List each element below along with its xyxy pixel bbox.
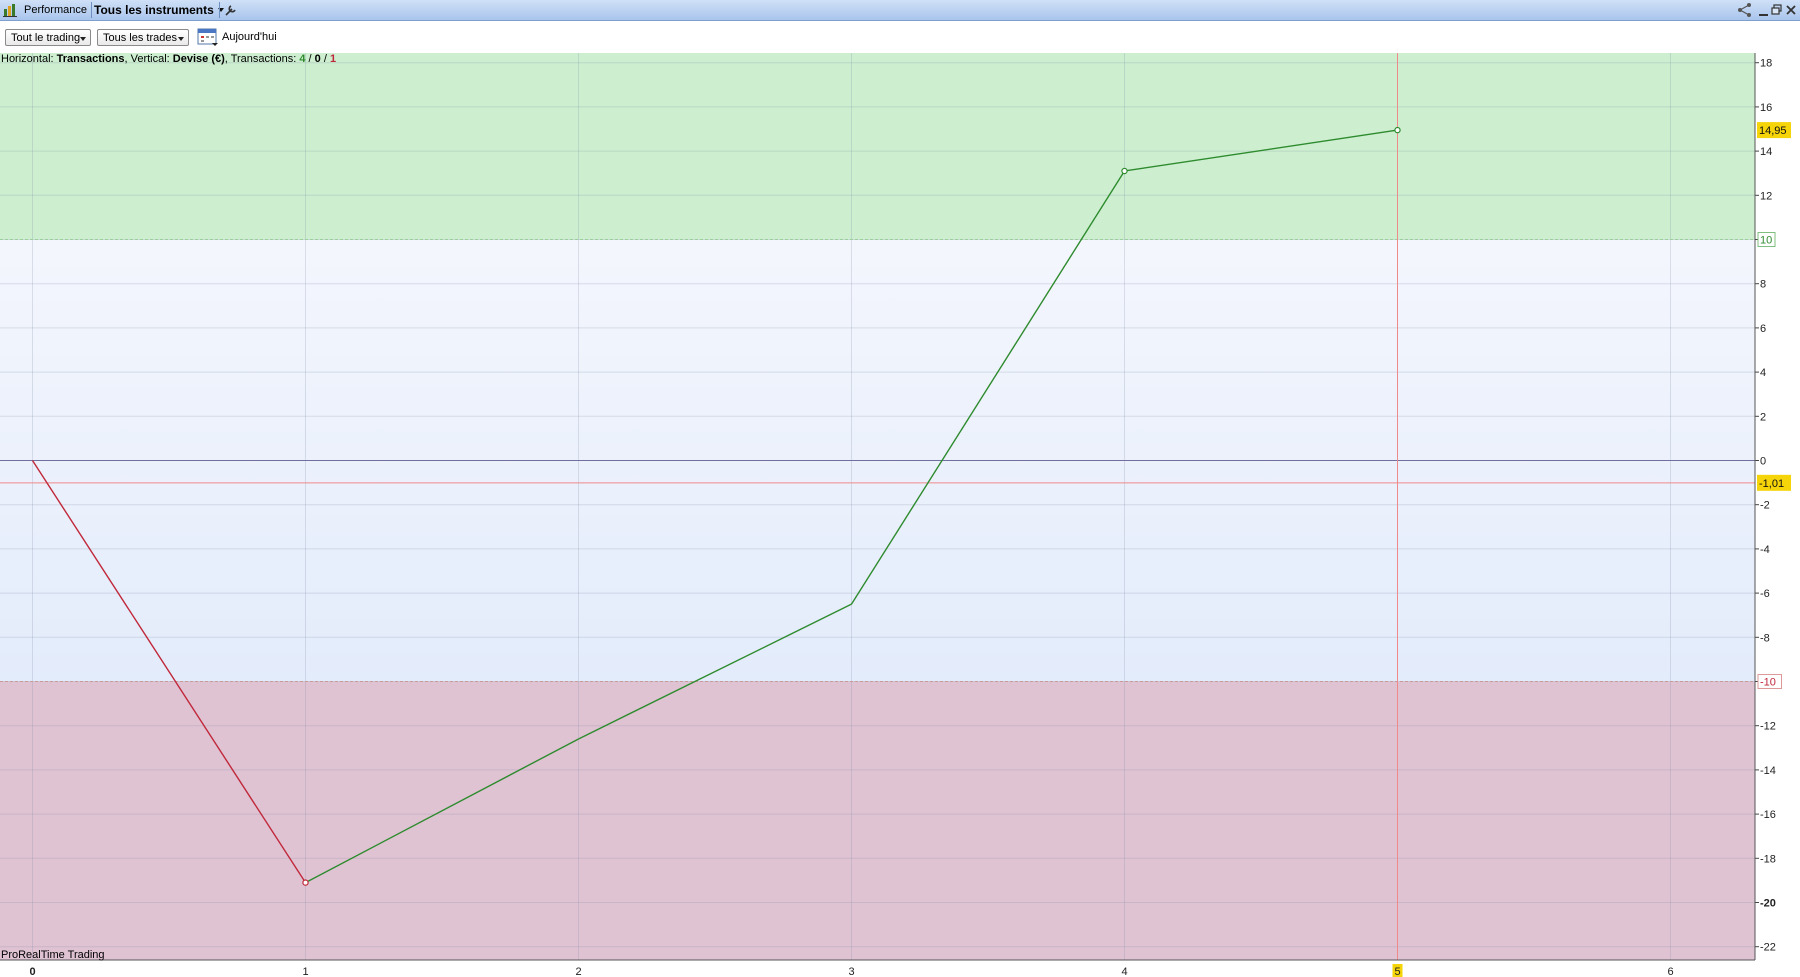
wrench-icon[interactable] [224,3,238,17]
x-tick-label: 1 [302,966,308,977]
y-tick-label: -22 [1760,942,1776,954]
horizontal-axis-prefix: Horizontal: [1,53,57,65]
trades-filter-dropdown[interactable]: Tous les trades [97,29,189,46]
y-tick-label: 4 [1760,367,1766,379]
losing-transactions-count: 1 [329,53,337,65]
x-tick-label: 3 [848,966,854,977]
y-tick-label: 2 [1760,411,1766,423]
performance-icon [3,4,17,17]
y-tick-label: -2 [1760,500,1770,512]
watermark: ProRealTime Trading [1,949,105,961]
series-segment [850,170,1126,605]
title-divider-2 [219,2,220,18]
chevron-down-icon [80,37,86,41]
x-tick-label: 0 [29,966,35,977]
horizontal-axis-value: Transactions [56,53,125,65]
calendar-icon[interactable] [197,27,219,47]
series-segment [1124,129,1398,172]
y-tick-label: -10 [1760,677,1776,689]
y-tick-label: 6 [1760,323,1766,335]
data-point [302,879,309,886]
x-tick-label: 6 [1667,966,1673,977]
vertical-axis-prefix: , Vertical: [124,53,173,65]
y-tick-label: 18 [1760,58,1772,70]
minimize-icon[interactable] [1758,3,1770,17]
last-value-tag-box [1757,122,1791,139]
series-segment [578,603,852,740]
gain-zone [0,53,1755,240]
y-tick-label: 14 [1760,146,1772,158]
y-tick-label: -12 [1760,721,1776,733]
trades-filter-label: Tous les trades [103,32,177,44]
y-tick-label: -18 [1760,853,1776,865]
x-tick-label: 4 [1121,966,1127,977]
y-tick-label: -20 [1760,898,1776,910]
instrument-selector-label: Tous les instruments [94,3,214,17]
close-icon[interactable] [1785,3,1797,17]
threshold-label-box [1757,674,1782,689]
trading-filter-dropdown[interactable]: Tout le trading [5,29,91,46]
x-tick-label: 2 [575,966,581,977]
y-tick-label: 0 [1760,456,1766,468]
date-label[interactable]: Aujourd'hui [222,31,277,43]
y-tick-label: -4 [1760,544,1770,556]
instrument-selector[interactable]: Tous les instruments [94,1,226,19]
chevron-down-icon [217,8,224,12]
equity-curve [31,126,1401,886]
transactions-separator: / [305,53,315,65]
y-tick-label: -8 [1760,632,1770,644]
vertical-axis-value: Devise (€) [172,53,225,65]
cursor-x-tag [1392,964,1403,977]
threshold-label-box [1757,232,1776,247]
y-tick-label: -6 [1760,588,1770,600]
last-value-tag: 14,95 [1759,125,1787,137]
value-tags: 14,95 -1,01 [1757,122,1791,491]
loss-zone [0,681,1755,960]
y-tick-label: 16 [1760,102,1772,114]
window-title: Performance [24,4,87,16]
y-axis: 18 16 14 12 10 8 6 4 2 0 -2 -4 -6 -8 -10 -12 -14 -16 -18 -2… [1754,53,1782,960]
transactions-separator: / [320,53,330,65]
series-segment [305,738,579,884]
winning-transactions-count: 4 [299,53,306,65]
y-tick-label: -14 [1760,765,1776,777]
y-tick-label: -16 [1760,809,1776,821]
x-tick-label: 5 [1394,966,1400,977]
data-point [1121,167,1128,175]
neutral-transactions-count: 0 [314,53,321,65]
transactions-prefix: , Transactions: [224,53,300,65]
chart-info-bar: Horizontal: Transactions, Vertical: Devi… [1,53,336,65]
restore-icon[interactable] [1771,3,1783,17]
average-value-tag: -1,01 [1759,478,1784,490]
chevron-down-icon [178,37,184,41]
average-value-tag-box [1757,474,1791,491]
y-tick-label: 12 [1760,190,1772,202]
toolbar: Tout le trading Tous les trades Aujourd'… [0,21,1800,53]
x-axis: 0 1 2 3 4 5 6 [0,959,1755,977]
title-bar: Performance Tous les instruments [0,0,1800,21]
trading-filter-label: Tout le trading [11,32,81,44]
share-icon[interactable] [1736,2,1754,18]
performance-chart[interactable]: 181614121086420-2-4-6-8-10-12-14-16-18-2… [0,53,1800,977]
series-segment [31,460,307,883]
y-tick-label: 8 [1760,279,1766,291]
y-tick-label: 10 [1760,235,1772,247]
data-point [1394,126,1401,134]
title-divider [91,2,92,18]
threshold-lines [0,239,1755,682]
